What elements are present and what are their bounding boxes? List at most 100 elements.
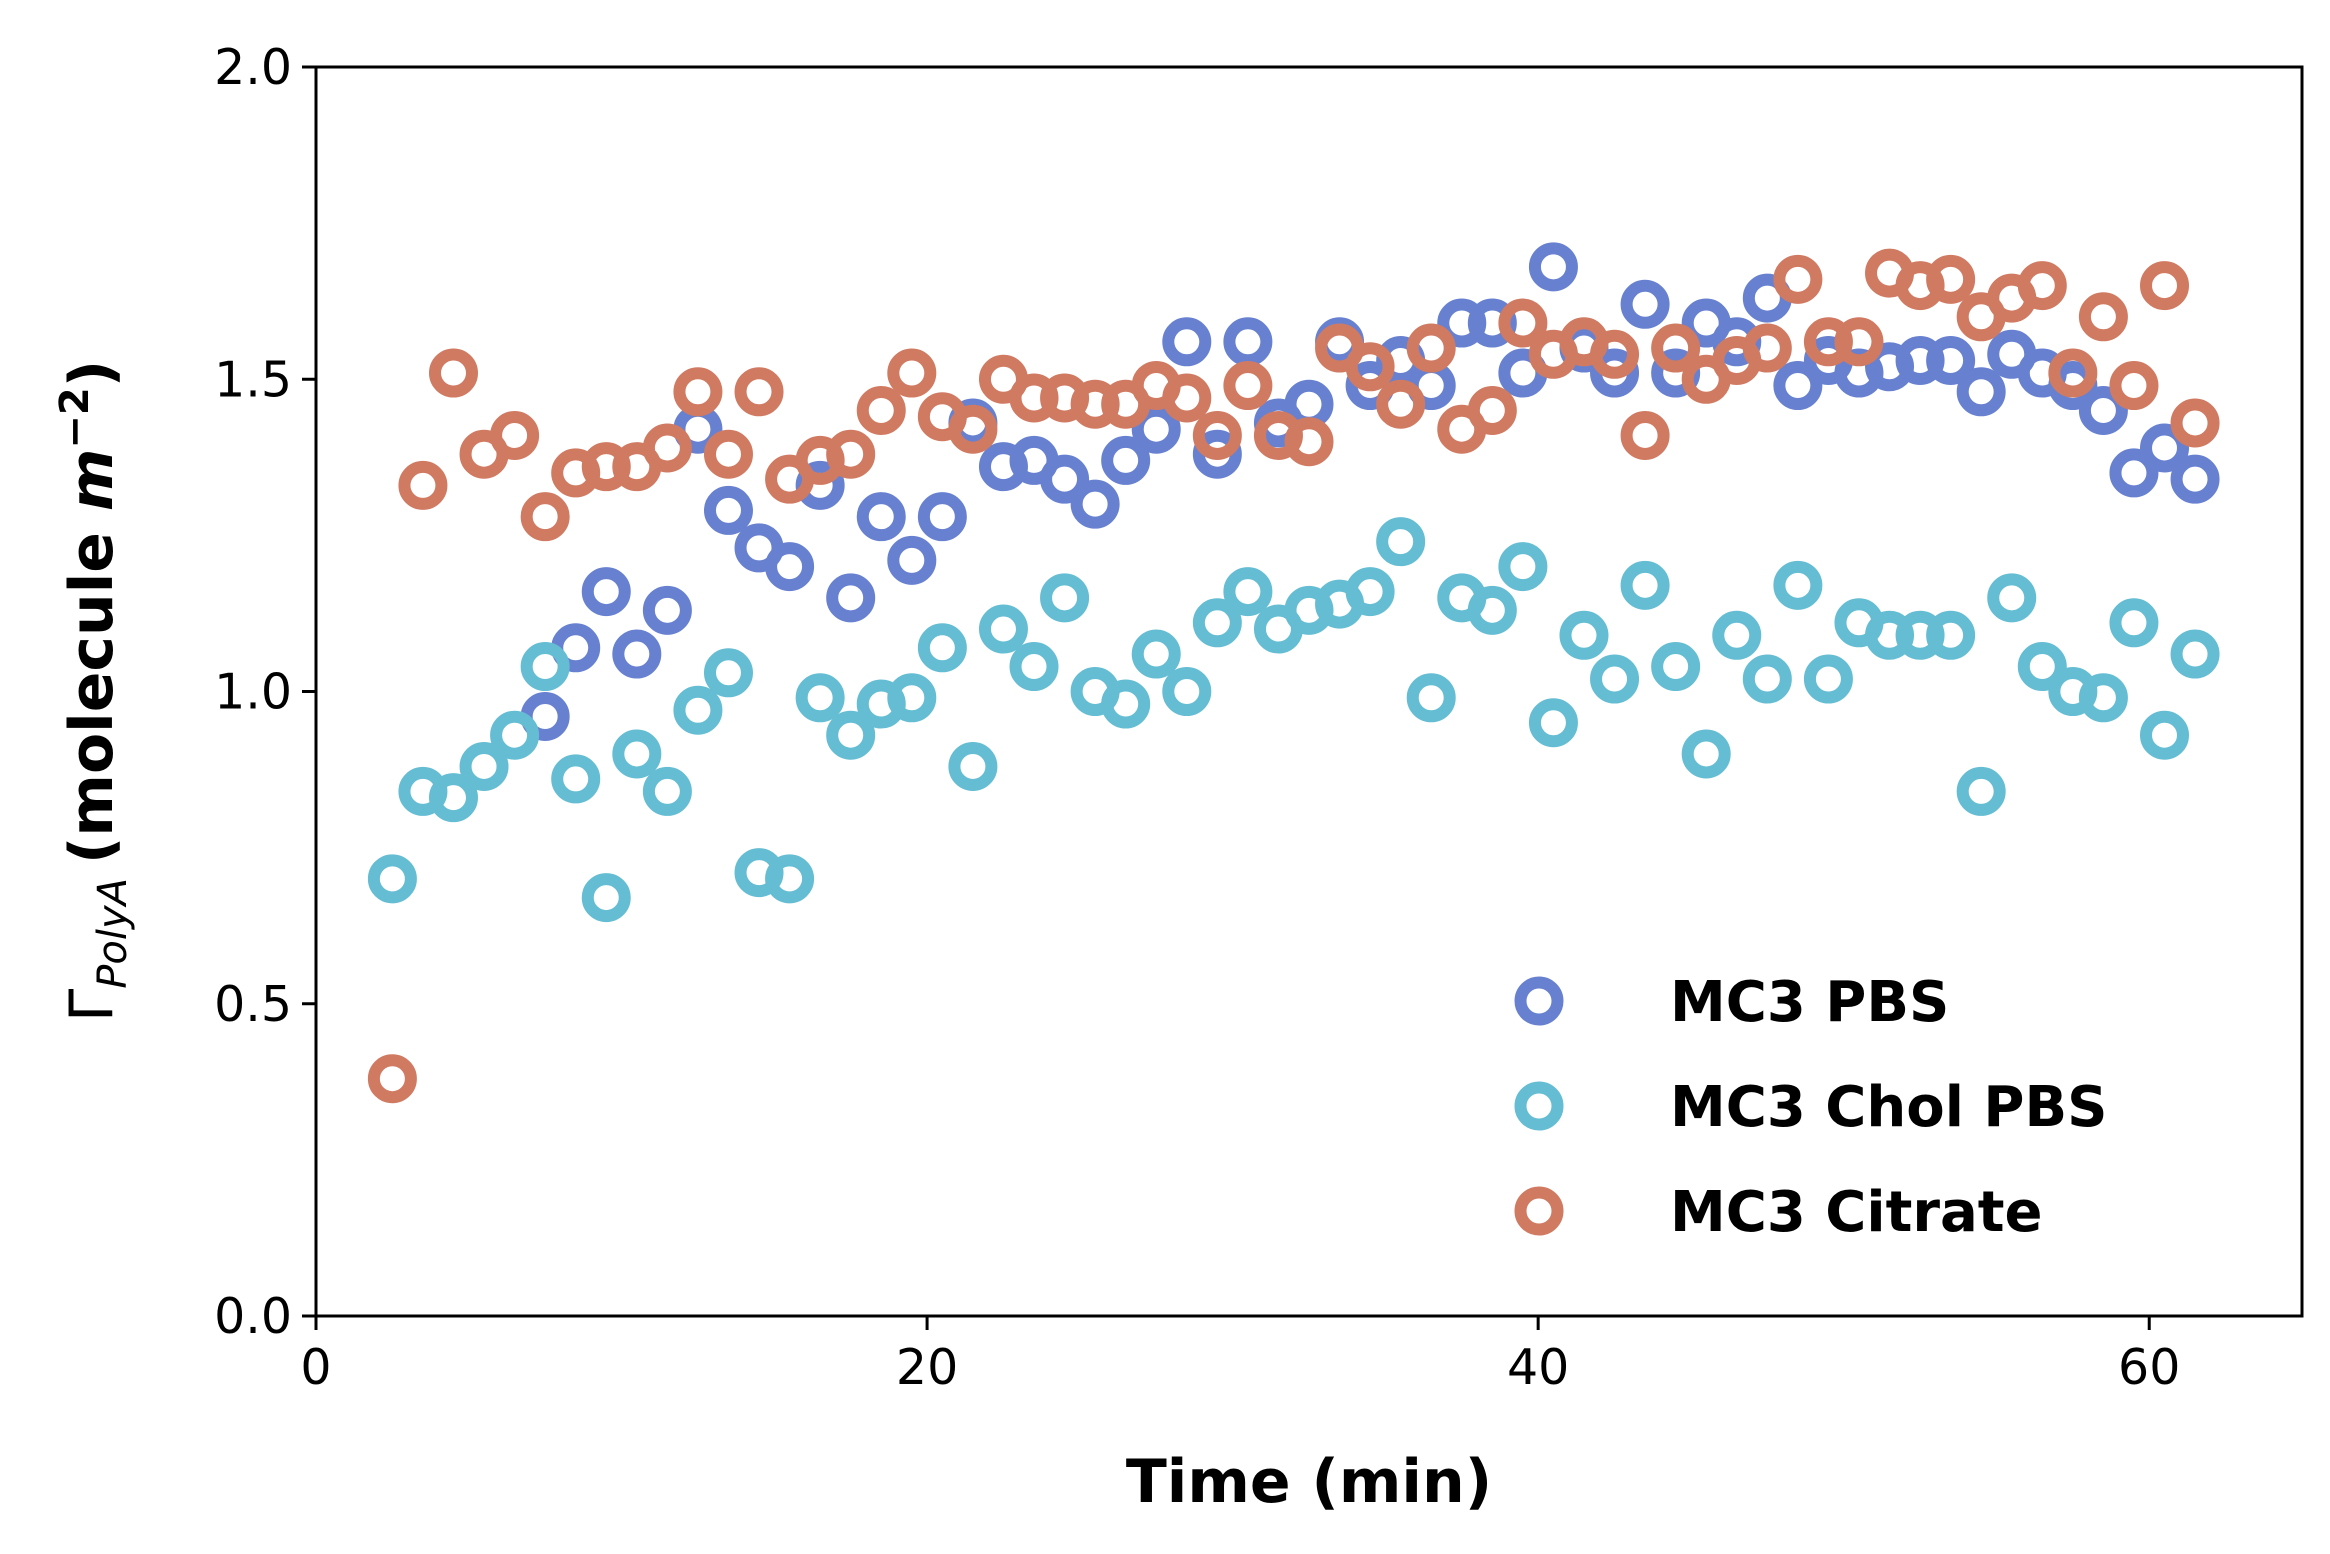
data-point-series-3 [1926, 254, 1976, 304]
data-point-series-2 [1528, 698, 1578, 748]
data-point-series-2 [1926, 610, 1976, 660]
data-point-series-1 [1467, 298, 1517, 348]
data-point-series-2 [490, 710, 540, 760]
data-point-series-2 [642, 766, 692, 816]
x-tick-label: 40 [1507, 1339, 1569, 1396]
data-point-series-3 [1406, 323, 1456, 373]
data-point-series-2 [581, 873, 631, 923]
data-point-series-2 [1406, 673, 1456, 723]
data-point-series-1 [917, 492, 967, 542]
data-point-series-1 [856, 492, 906, 542]
data-point-series-3 [581, 442, 631, 492]
data-point-series-2 [673, 685, 723, 735]
data-point-series-1 [2170, 454, 2220, 504]
data-point-series-2 [520, 642, 570, 692]
legend-marker [1514, 1186, 1564, 1236]
data-point-series-3 [948, 404, 998, 454]
data-point-series-2 [1162, 667, 1212, 716]
data-point-series-1 [2078, 385, 2128, 435]
data-point-series-1 [1956, 367, 2006, 417]
data-point-series-3 [2170, 398, 2220, 448]
y-tick-label: 0.0 [214, 1288, 292, 1345]
data-point-series-2 [765, 854, 815, 904]
data-point-series-3 [1284, 417, 1334, 467]
data-point-series-3 [826, 429, 876, 479]
data-point-series-2 [1192, 598, 1242, 648]
data-point-series-3 [1467, 385, 1517, 435]
data-point-series-2 [1040, 573, 1090, 623]
legend-label: MC3 Citrate [1670, 1180, 2043, 1245]
data-point-series-1 [1437, 298, 1487, 348]
data-point-series-3 [520, 492, 570, 542]
data-point-series-3 [1620, 410, 1670, 460]
data-point-series-1 [1773, 360, 1823, 410]
data-point-series-2 [795, 673, 845, 723]
data-point-series-2 [1987, 573, 2037, 623]
data-point-series-2 [1651, 642, 1701, 692]
data-point-series-1 [703, 485, 753, 535]
data-point-series-2 [887, 673, 937, 723]
data-point-series-3 [673, 367, 723, 417]
data-point-series-1 [1620, 279, 1670, 329]
data-point-series-3 [1803, 317, 1853, 367]
data-point-series-1 [1040, 454, 1090, 504]
data-point-series-2 [703, 648, 753, 698]
data-point-series-3 [1651, 323, 1701, 373]
data-point-series-2 [2170, 629, 2220, 679]
data-point-series-3 [2140, 261, 2190, 311]
data-point-series-2 [367, 854, 417, 904]
y-axis-label-superscript: −2 [52, 387, 98, 448]
data-point-series-2 [1345, 567, 1395, 617]
y-tick-label: 1.0 [214, 664, 292, 721]
y-axis-label-symbol: Γ [57, 988, 127, 1022]
data-point-series-3 [1192, 410, 1242, 460]
data-point-series-2 [917, 623, 967, 673]
x-axis-ticks: 0 20 40 60 [300, 1316, 2180, 1396]
data-point-series-2 [978, 604, 1028, 654]
data-point-series-1 [826, 573, 876, 623]
data-point-series-3 [2048, 348, 2098, 398]
data-point-series-3 [887, 348, 937, 398]
data-point-series-1 [642, 585, 692, 635]
data-point-series-3 [1376, 379, 1426, 429]
data-point-series-3 [2078, 292, 2128, 342]
data-point-series-1 [2140, 423, 2190, 473]
legend-marker [1514, 1081, 1564, 1131]
data-point-series-3 [1162, 373, 1212, 423]
data-point-series-3 [1070, 379, 1120, 429]
data-point-series-3 [1834, 317, 1884, 367]
data-point-series-2 [1803, 654, 1853, 704]
data-point-series-2 [459, 741, 509, 791]
legend-marker [1514, 976, 1564, 1026]
data-point-series-1 [1101, 435, 1151, 485]
data-point-series-1 [765, 542, 815, 592]
data-point-series-3 [856, 385, 906, 435]
legend-label: MC3 Chol PBS [1670, 1075, 2107, 1140]
data-point-series-2 [1590, 654, 1640, 704]
data-point-series-2 [1223, 567, 1273, 617]
data-point-series-2 [1131, 629, 1181, 679]
data-point-series-1 [1131, 404, 1181, 454]
data-point-series-3 [1742, 323, 1792, 373]
data-point-series-2 [2140, 710, 2190, 760]
x-tick-label: 0 [300, 1339, 331, 1396]
data-point-series-2 [1498, 542, 1548, 592]
data-point-series-3 [1498, 298, 1548, 348]
data-point-series-2 [1376, 517, 1426, 567]
data-point-series-3 [1345, 342, 1395, 392]
data-point-series-3 [367, 1054, 417, 1104]
data-point-series-2 [428, 773, 478, 823]
y-axis-label: ΓPolyA (molecule m−2) [52, 360, 136, 1022]
data-point-series-1 [2109, 448, 2159, 498]
y-tick-label: 1.5 [214, 351, 292, 408]
data-point-series-2 [1101, 679, 1151, 729]
data-point-series-2 [1773, 560, 1823, 610]
data-point-series-2 [1009, 642, 1059, 692]
data-point-series-1 [1223, 317, 1273, 367]
data-point-series-2 [1865, 610, 1915, 660]
y-axis-ticks: 0.0 0.5 1.0 1.5 2.0 [214, 39, 316, 1345]
y-axis-label-subscript: PolyA [90, 878, 136, 989]
data-point-series-2 [1956, 766, 2006, 816]
y-tick-label: 0.5 [214, 976, 292, 1033]
